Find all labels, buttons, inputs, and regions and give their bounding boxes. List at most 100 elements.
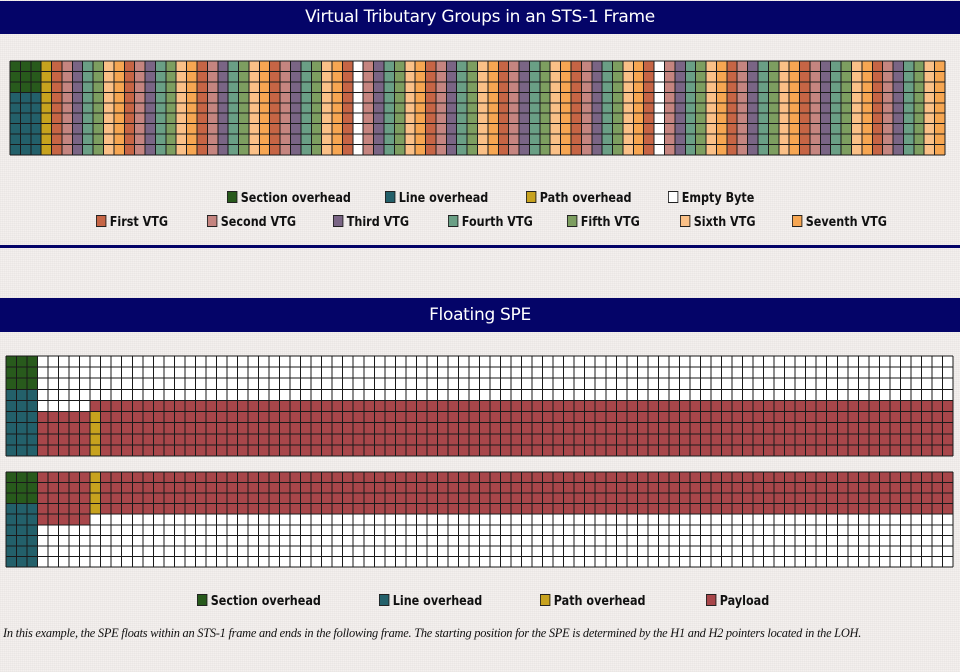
payload-byte [321,503,333,515]
empty-byte [416,356,427,368]
payload-byte [574,482,585,494]
empty-byte [511,535,522,546]
vtg-byte [539,113,551,124]
empty-byte [710,556,722,567]
vtg-byte [134,113,146,124]
vtg-byte [425,81,436,93]
payload-byte [426,503,438,515]
empty-byte [332,356,343,368]
empty-byte [647,556,659,567]
vtg-byte [103,113,114,124]
vtg-byte [311,92,322,103]
line-overhead-byte [16,444,28,456]
vtg-byte [165,113,177,124]
vtg-byte [758,113,769,124]
empty-byte [48,556,59,567]
empty-byte [647,378,659,390]
payload-byte [511,411,522,423]
vtg-byte [197,71,208,82]
payload-byte [163,472,175,483]
vtg-byte [404,113,416,124]
vtg-byte [321,123,333,135]
payload-byte [332,444,343,456]
payload-byte [584,444,596,456]
payload-byte [647,493,659,504]
payload-byte [626,503,638,515]
payload-byte [931,503,943,515]
vtg-byte [269,61,281,72]
vtg-byte [415,102,426,114]
vtg-byte [768,71,779,82]
vtg-byte [529,71,540,82]
empty-byte [826,514,838,525]
payload-byte [847,411,859,423]
empty-byte [290,514,301,525]
empty-byte [353,378,364,390]
payload-byte [532,400,543,412]
empty-byte [142,524,154,536]
empty-byte [721,524,733,536]
empty-byte [921,545,932,557]
payload-byte [574,400,585,412]
empty-byte [269,356,280,368]
vtg-byte [851,123,862,135]
empty-byte [479,524,491,536]
vtg-byte [539,92,551,103]
empty-byte [732,524,743,536]
vtg-byte [529,102,540,114]
payload-byte [111,422,122,434]
empty-byte [654,134,665,145]
payload-byte [742,482,754,494]
empty-byte [332,545,343,557]
payload-byte [805,433,817,445]
empty-byte [931,514,943,525]
payload-byte [942,482,953,494]
path-overhead-byte [90,503,101,515]
payload-byte [784,411,796,423]
vtg-byte [435,71,447,82]
payload-byte [248,433,259,445]
empty-byte [637,378,648,390]
payload-byte [784,472,796,483]
empty-byte [395,524,406,536]
payload-byte [311,400,322,412]
empty-byte [858,535,869,546]
payload-byte [679,503,690,515]
vtg-byte [529,113,540,124]
payload-byte [542,433,554,445]
vtg-byte [830,92,842,103]
empty-byte [553,389,564,401]
vtg-byte [560,123,571,135]
empty-byte [342,389,354,401]
empty-byte [258,514,270,525]
vtg-byte [487,71,499,82]
empty-byte [605,356,617,368]
empty-byte [300,556,312,567]
empty-byte [237,389,249,401]
payload-byte [595,503,606,515]
vtg-byte [872,123,883,135]
empty-byte [205,389,217,401]
empty-byte [616,556,627,567]
empty-byte [416,535,427,546]
payload-byte [142,433,154,445]
empty-byte [437,389,448,401]
payload-byte [879,472,890,483]
empty-byte [416,514,427,525]
empty-byte [784,514,796,525]
empty-byte [553,535,564,546]
empty-byte [868,535,880,546]
payload-byte [468,493,480,504]
payload-byte [742,433,754,445]
empty-byte [90,524,101,536]
payload-byte [395,482,406,494]
vtg-byte [217,102,229,114]
payload-byte [889,433,901,445]
payload-byte [710,503,722,515]
vtg-byte [477,71,488,82]
vtg-byte [893,102,904,114]
payload-byte [837,472,848,483]
vtg-byte [103,134,114,145]
vtg-byte [861,71,873,82]
empty-byte [816,367,827,379]
